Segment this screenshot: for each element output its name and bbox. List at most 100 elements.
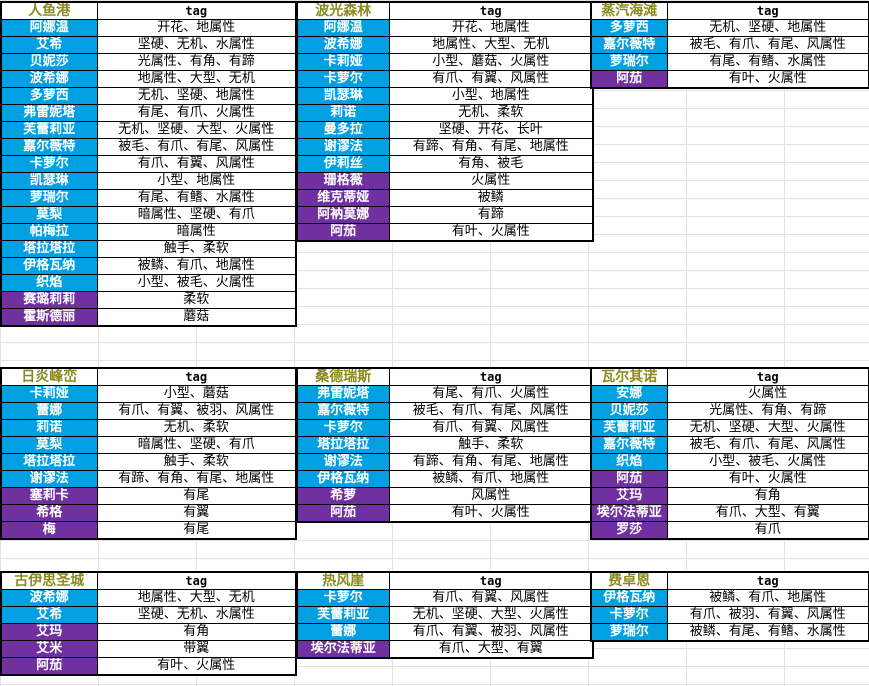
tag-cell[interactable]: 被毛、有爪、有尾、风属性 [666, 436, 869, 454]
character-name-cell[interactable]: 阿茄 [296, 504, 390, 523]
character-name-cell[interactable]: 希格 [0, 504, 98, 522]
character-name-cell[interactable]: 卡莉娅 [296, 53, 390, 71]
tag-cell[interactable]: 有尾、有鳍、水属性 [96, 189, 297, 207]
tag-cell[interactable]: 有蹄、有角、有尾、地属性 [388, 453, 594, 471]
area-title[interactable]: 古伊思圣城 [0, 571, 98, 590]
tag-cell[interactable]: 光属性、有角、有蹄 [96, 53, 297, 71]
character-name-cell[interactable]: 艾米 [0, 640, 98, 658]
character-name-cell[interactable]: 阿娜温 [0, 19, 98, 37]
character-name-cell[interactable]: 莉诺 [296, 104, 390, 122]
tag-cell[interactable]: 无机、坚硬、地属性 [666, 19, 869, 37]
character-name-cell[interactable]: 多萝西 [0, 87, 98, 105]
tag-cell[interactable]: 有爪 [666, 521, 869, 540]
character-name-cell[interactable]: 伊莉丝 [296, 155, 390, 173]
tag-cell[interactable]: 有蹄、有角、有尾、地属性 [388, 138, 594, 156]
character-name-cell[interactable]: 芙蕾莉亚 [590, 419, 668, 437]
tag-cell[interactable]: 有爪、有翼、被羽、风属性 [388, 623, 594, 641]
character-name-cell[interactable]: 阿娜温 [296, 19, 390, 37]
character-name-cell[interactable]: 曼多拉 [296, 121, 390, 139]
character-name-cell[interactable]: 谢谬法 [296, 138, 390, 156]
tag-cell[interactable]: 有角 [96, 623, 297, 641]
tag-column-header[interactable]: tag [96, 1, 297, 20]
character-name-cell[interactable]: 萝瑞尔 [590, 623, 668, 642]
tag-column-header[interactable]: tag [388, 1, 594, 20]
tag-cell[interactable]: 被鳞、有尾、有鳍、水属性 [666, 623, 869, 642]
character-name-cell[interactable]: 塔拉塔拉 [296, 436, 390, 454]
tag-cell[interactable]: 地属性、大型、无机 [388, 36, 594, 54]
character-name-cell[interactable]: 埃尔法蒂亚 [296, 640, 390, 659]
tag-cell[interactable]: 触手、柔软 [96, 453, 297, 471]
area-title[interactable]: 人鱼港 [0, 1, 98, 20]
character-name-cell[interactable]: 艾玛 [0, 623, 98, 641]
area-title[interactable]: 波光森林 [296, 1, 390, 20]
tag-cell[interactable]: 触手、柔软 [388, 436, 594, 454]
tag-cell[interactable]: 火属性 [666, 385, 869, 403]
tag-cell[interactable]: 风属性 [388, 487, 594, 505]
character-name-cell[interactable]: 谢谬法 [296, 453, 390, 471]
character-name-cell[interactable]: 萝瑞尔 [590, 53, 668, 71]
character-name-cell[interactable]: 卡萝尔 [296, 589, 390, 607]
character-name-cell[interactable]: 贝妮莎 [590, 402, 668, 420]
tag-cell[interactable]: 无机、坚硬、大型、火属性 [96, 121, 297, 139]
tag-cell[interactable]: 小型、被毛、火属性 [666, 453, 869, 471]
tag-cell[interactable]: 有爪、被羽、有翼、风属性 [666, 606, 869, 624]
tag-cell[interactable]: 地属性、大型、无机 [96, 70, 297, 88]
character-name-cell[interactable]: 艾希 [0, 36, 98, 54]
tag-cell[interactable]: 有爪、大型、有翼 [388, 640, 594, 659]
character-name-cell[interactable]: 莫梨 [0, 206, 98, 224]
tag-cell[interactable]: 暗属性、坚硬、有爪 [96, 206, 297, 224]
character-name-cell[interactable]: 多萝西 [590, 19, 668, 37]
tag-cell[interactable]: 有爪、大型、有翼 [666, 504, 869, 522]
tag-cell[interactable]: 有爪、有翼、风属性 [388, 419, 594, 437]
tag-cell[interactable]: 被鳞、有爪、地属性 [96, 257, 297, 275]
character-name-cell[interactable]: 凯瑟琳 [0, 172, 98, 190]
character-name-cell[interactable]: 织焰 [0, 274, 98, 292]
character-name-cell[interactable]: 嘉尔薇特 [590, 436, 668, 454]
tag-cell[interactable]: 无机、坚硬、大型、火属性 [388, 606, 594, 624]
tag-cell[interactable]: 有爪、有翼、风属性 [96, 155, 297, 173]
area-title[interactable]: 热风崖 [296, 571, 390, 590]
character-name-cell[interactable]: 伊格瓦纳 [296, 470, 390, 488]
character-name-cell[interactable]: 嘉尔薇特 [0, 138, 98, 156]
character-name-cell[interactable]: 伊格瓦纳 [0, 257, 98, 275]
tag-cell[interactable]: 有叶、火属性 [666, 70, 869, 89]
character-name-cell[interactable]: 罗莎 [590, 521, 668, 540]
tag-column-header[interactable]: tag [96, 571, 297, 590]
tag-cell[interactable]: 柔软 [96, 291, 297, 309]
character-name-cell[interactable]: 贝妮莎 [0, 53, 98, 71]
character-name-cell[interactable]: 阿茄 [590, 70, 668, 89]
area-title[interactable]: 蒸汽海滩 [590, 1, 668, 20]
character-name-cell[interactable]: 塔拉塔拉 [0, 240, 98, 258]
tag-cell[interactable]: 光属性、有角、有蹄 [666, 402, 869, 420]
character-name-cell[interactable]: 安娜 [590, 385, 668, 403]
tag-cell[interactable]: 开花、地属性 [96, 19, 297, 37]
tag-cell[interactable]: 有爪、有翼、风属性 [388, 589, 594, 607]
character-name-cell[interactable]: 织焰 [590, 453, 668, 471]
area-title[interactable]: 桑德瑞斯 [296, 367, 390, 386]
tag-cell[interactable]: 开花、地属性 [388, 19, 594, 37]
character-name-cell[interactable]: 凯瑟琳 [296, 87, 390, 105]
character-name-cell[interactable]: 帕梅拉 [0, 223, 98, 241]
tag-cell[interactable]: 有叶、火属性 [388, 504, 594, 523]
character-name-cell[interactable]: 卡莉娅 [0, 385, 98, 403]
character-name-cell[interactable]: 卡萝尔 [296, 70, 390, 88]
character-name-cell[interactable]: 阿茄 [296, 223, 390, 242]
tag-cell[interactable]: 有叶、火属性 [96, 657, 297, 676]
tag-cell[interactable]: 小型、被毛、火属性 [96, 274, 297, 292]
character-name-cell[interactable]: 霍斯德丽 [0, 308, 98, 327]
tag-cell[interactable]: 被毛、有爪、有尾、风属性 [96, 138, 297, 156]
character-name-cell[interactable]: 弗雷妮塔 [296, 385, 390, 403]
character-name-cell[interactable]: 芙蕾莉亚 [0, 121, 98, 139]
character-name-cell[interactable]: 嘉尔薇特 [590, 36, 668, 54]
character-name-cell[interactable]: 卡萝尔 [0, 155, 98, 173]
character-name-cell[interactable]: 波希娜 [0, 589, 98, 607]
character-name-cell[interactable]: 阿茄 [0, 657, 98, 676]
character-name-cell[interactable]: 卡萝尔 [590, 606, 668, 624]
character-name-cell[interactable]: 塔拉塔拉 [0, 453, 98, 471]
tag-cell[interactable]: 无机、柔软 [388, 104, 594, 122]
tag-cell[interactable]: 地属性、大型、无机 [96, 589, 297, 607]
tag-cell[interactable]: 有尾 [96, 487, 297, 505]
character-name-cell[interactable]: 阿衲莫娜 [296, 206, 390, 224]
area-title[interactable]: 日炎峰峦 [0, 367, 98, 386]
character-name-cell[interactable]: 波希娜 [296, 36, 390, 54]
